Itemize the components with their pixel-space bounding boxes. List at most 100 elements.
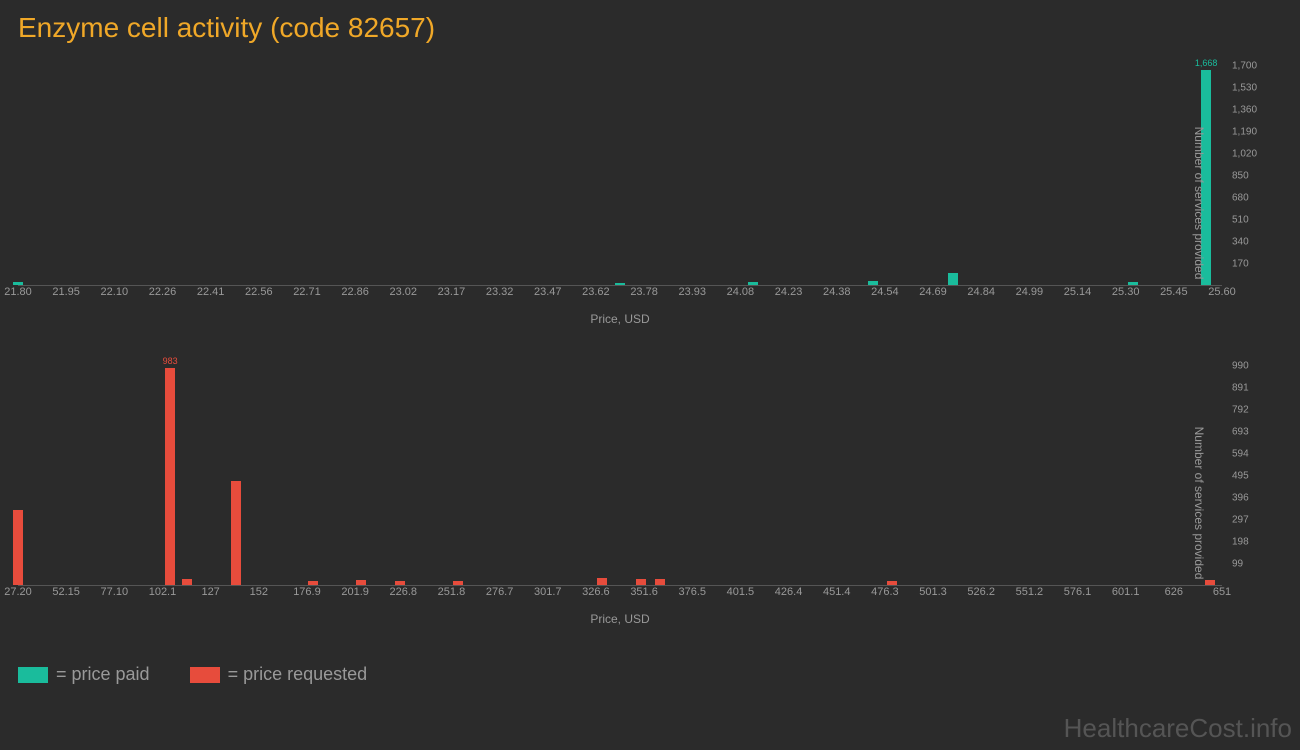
x-tick: 22.56 (245, 286, 273, 298)
x-tick: 22.10 (101, 286, 129, 298)
x-tick: 376.5 (678, 586, 706, 598)
bar-label: 983 (163, 356, 178, 366)
x-tick: 23.62 (582, 286, 610, 298)
x-tick: 23.93 (678, 286, 706, 298)
charts-container: 1,668 21.8021.9522.1022.2622.4122.5622.7… (18, 56, 1282, 636)
x-tick: 127 (201, 586, 219, 598)
bar (597, 578, 607, 585)
chart2-plot-area: 983 (18, 366, 1222, 586)
x-tick: 22.71 (293, 286, 321, 298)
y-tick: 510 (1232, 215, 1249, 226)
legend-label-paid: = price paid (56, 664, 150, 685)
x-tick: 601.1 (1112, 586, 1140, 598)
x-tick: 526.2 (967, 586, 995, 598)
bar (182, 579, 192, 585)
y-tick: 850 (1232, 171, 1249, 182)
legend-item-paid: = price paid (18, 664, 150, 685)
x-tick: 102.1 (149, 586, 177, 598)
x-tick: 24.99 (1016, 286, 1044, 298)
x-tick: 23.47 (534, 286, 562, 298)
x-tick: 25.45 (1160, 286, 1188, 298)
bar (356, 580, 366, 585)
x-tick: 24.69 (919, 286, 947, 298)
y-tick: 1,360 (1232, 105, 1257, 116)
chart1-x-ticks: 21.8021.9522.1022.2622.4122.5622.7122.86… (18, 286, 1222, 304)
y-tick: 198 (1232, 537, 1249, 548)
y-tick: 990 (1232, 361, 1249, 372)
y-tick: 340 (1232, 237, 1249, 248)
chart1-y-ticks: 1703405106808501,0201,1901,3601,5301,700 (1227, 66, 1282, 286)
bar (13, 510, 23, 585)
bar (655, 579, 665, 585)
x-tick: 152 (250, 586, 268, 598)
page-title: Enzyme cell activity (code 82657) (0, 0, 1300, 56)
y-tick: 297 (1232, 515, 1249, 526)
x-tick: 426.4 (775, 586, 803, 598)
x-tick: 451.4 (823, 586, 851, 598)
chart2-y-ticks: 99198297396495594693792891990 (1227, 366, 1282, 586)
x-tick: 476.3 (871, 586, 899, 598)
bar (1205, 580, 1215, 585)
x-tick: 576.1 (1064, 586, 1092, 598)
chart1-y-label: Number of services provided (1192, 127, 1206, 280)
x-tick: 25.30 (1112, 286, 1140, 298)
legend-item-requested: = price requested (190, 664, 368, 685)
chart1-plot-area: 1,668 (18, 66, 1222, 286)
watermark: HealthcareCost.info (1064, 713, 1292, 744)
bar (395, 581, 405, 585)
bar (748, 282, 758, 285)
bar (887, 581, 897, 585)
x-tick: 77.10 (101, 586, 129, 598)
x-tick: 22.86 (341, 286, 369, 298)
x-tick: 21.95 (52, 286, 80, 298)
bar (948, 273, 958, 285)
legend-swatch-requested (190, 667, 220, 683)
x-tick: 25.14 (1064, 286, 1092, 298)
x-tick: 351.6 (630, 586, 658, 598)
price-requested-chart: 983 27.2052.1577.10102.1127152176.9201.9… (18, 356, 1282, 636)
legend-label-requested: = price requested (228, 664, 368, 685)
y-tick: 594 (1232, 449, 1249, 460)
x-tick: 651 (1213, 586, 1231, 598)
x-tick: 326.6 (582, 586, 610, 598)
y-tick: 693 (1232, 427, 1249, 438)
bar (1128, 282, 1138, 285)
x-tick: 22.26 (149, 286, 177, 298)
chart1-x-label: Price, USD (18, 312, 1222, 326)
bar (868, 281, 878, 285)
bar (636, 579, 646, 585)
y-tick: 1,530 (1232, 83, 1257, 94)
bar (231, 481, 241, 585)
y-tick: 170 (1232, 259, 1249, 270)
legend: = price paid = price requested (0, 656, 1300, 693)
chart2-x-label: Price, USD (18, 612, 1222, 626)
y-tick: 99 (1232, 559, 1243, 570)
x-tick: 251.8 (438, 586, 466, 598)
x-tick: 201.9 (341, 586, 369, 598)
y-tick: 1,190 (1232, 127, 1257, 138)
bar (615, 283, 625, 285)
y-tick: 495 (1232, 471, 1249, 482)
x-tick: 23.32 (486, 286, 514, 298)
y-tick: 396 (1232, 493, 1249, 504)
x-tick: 22.41 (197, 286, 225, 298)
bar-label: 1,668 (1195, 58, 1218, 68)
chart2-y-label: Number of services provided (1192, 427, 1206, 580)
x-tick: 21.80 (4, 286, 32, 298)
y-tick: 1,020 (1232, 149, 1257, 160)
x-tick: 24.08 (727, 286, 755, 298)
x-tick: 24.23 (775, 286, 803, 298)
x-tick: 176.9 (293, 586, 321, 598)
legend-swatch-paid (18, 667, 48, 683)
x-tick: 24.38 (823, 286, 851, 298)
bar (13, 282, 23, 285)
x-tick: 226.8 (390, 586, 418, 598)
x-tick: 52.15 (52, 586, 80, 598)
x-tick: 626 (1165, 586, 1183, 598)
chart2-x-ticks: 27.2052.1577.10102.1127152176.9201.9226.… (18, 586, 1222, 604)
y-tick: 891 (1232, 383, 1249, 394)
bar (308, 581, 318, 585)
x-tick: 24.54 (871, 286, 899, 298)
chart1-bars: 1,668 (18, 66, 1222, 285)
price-paid-chart: 1,668 21.8021.9522.1022.2622.4122.5622.7… (18, 56, 1282, 336)
